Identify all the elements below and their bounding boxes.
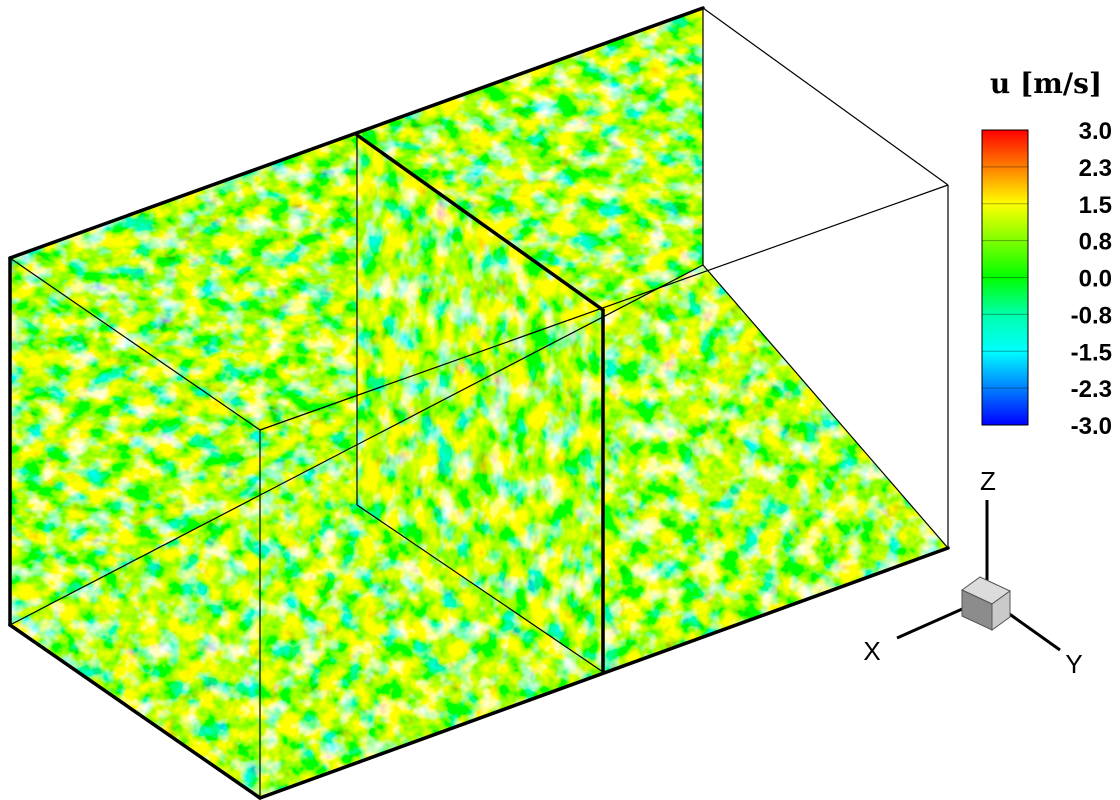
x-axis-label: X (863, 636, 880, 666)
colorbar-tick-label: 0.8 (1079, 229, 1112, 256)
orientation-cube (961, 576, 1011, 631)
y-axis-label: Y (1065, 649, 1082, 679)
cube-right-face (991, 590, 1011, 631)
outline-mid-floor-line (356, 504, 604, 673)
legend-title: u [m/s] (990, 67, 1102, 100)
edge-top-back (8, 6, 705, 260)
outline-front-top (259, 184, 949, 431)
colorbar-tick-label: 0.0 (1079, 266, 1112, 293)
edge-mid-top (355, 133, 605, 312)
outline-top-left-front (9, 257, 261, 431)
domain-outline (9, 7, 949, 798)
edge-floor-left (8, 623, 262, 800)
colorbar-tick-label: -2.3 (1071, 376, 1112, 403)
colorbar-tick-label: -0.8 (1071, 302, 1112, 329)
colorbar-ticks: 3.0 2.3 1.5 0.8 0.0 -0.8 -1.5 -2.3 -3.0 (982, 118, 1112, 440)
colorbar-tick-label: 3.0 (1079, 118, 1112, 145)
outline-back-top-right (702, 7, 949, 186)
colorbar-tick-label: -3.0 (1071, 413, 1112, 440)
outline-back-inner-floor (702, 264, 949, 549)
colorbar-tick-label: -1.5 (1071, 339, 1112, 366)
colorbar-tick-label: 2.3 (1079, 155, 1112, 182)
colorbar-legend: u [m/s] 3.0 2.3 1.5 0.8 0.0 -0.8 -1.5 -2.3 -3.0 (981, 67, 1112, 440)
colorbar (981, 129, 1029, 426)
colorbar-tick-label: 1.5 (1079, 192, 1112, 219)
z-axis-label: Z (980, 466, 996, 496)
domain-thick-edges (8, 6, 950, 800)
